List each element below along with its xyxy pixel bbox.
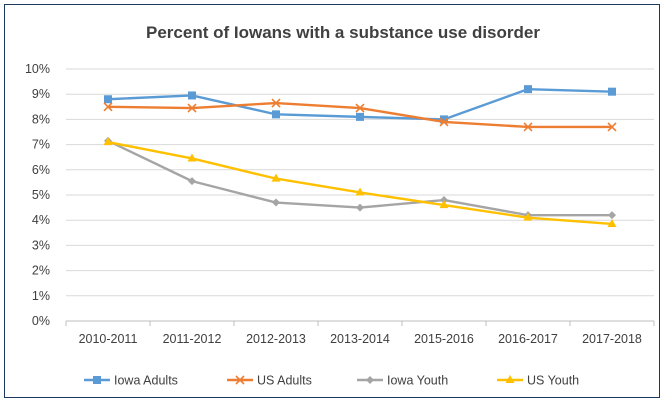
- point-marker: [608, 87, 616, 96]
- point-marker: [188, 91, 196, 100]
- point-marker: [272, 110, 280, 119]
- x-tick-label: 2012-2013: [246, 332, 306, 346]
- point-marker: [104, 95, 112, 104]
- point-marker: [271, 98, 281, 108]
- series-iowa-youth: [104, 136, 616, 220]
- y-axis: 0% 1% 2% 3% 4% 5% 6% 7% 8% 9% 10%: [25, 62, 50, 328]
- y-tick-label: 5%: [32, 188, 50, 202]
- y-tick-label: 10%: [25, 62, 50, 76]
- point-marker: [505, 375, 515, 383]
- point-marker: [355, 103, 365, 113]
- point-marker: [439, 117, 449, 127]
- point-marker: [355, 187, 365, 196]
- legend-label: US Adults: [257, 374, 312, 388]
- series-us-adults: [103, 98, 617, 132]
- point-marker: [608, 211, 616, 220]
- legend-label: Iowa Adults: [114, 374, 178, 388]
- x-axis: 2010-2011 2011-2012 2012-2013 2013-2014 2015…: [65, 320, 655, 346]
- x-tick-label: 2016-2017: [498, 332, 558, 346]
- legend-label: US Youth: [527, 374, 579, 388]
- x-tick-label: 2013-2014: [330, 332, 390, 346]
- point-marker: [187, 103, 197, 113]
- y-tick-label: 0%: [32, 314, 50, 328]
- chart-title: Percent of Iowans with a substance use d…: [146, 23, 540, 42]
- y-tick-label: 1%: [32, 289, 50, 303]
- point-marker: [440, 115, 448, 124]
- x-tick-label: 2015-2016: [414, 332, 474, 346]
- legend-item: Iowa Youth: [357, 374, 448, 388]
- y-tick-label: 3%: [32, 238, 50, 252]
- point-marker: [607, 122, 617, 132]
- y-tick-label: 7%: [32, 138, 50, 152]
- point-marker: [187, 153, 197, 162]
- point-marker: [188, 177, 196, 186]
- point-marker: [271, 173, 281, 182]
- series-line: [107, 140, 613, 226]
- legend: Iowa Adults US Adults Iowa Youth US Youth: [84, 374, 579, 388]
- x-tick-label: 2010-2011: [79, 332, 138, 346]
- point-marker: [524, 85, 532, 94]
- series-us-youth: [103, 137, 617, 227]
- point-marker: [235, 375, 245, 385]
- point-marker: [356, 203, 364, 212]
- point-marker: [440, 196, 448, 205]
- point-marker: [103, 137, 113, 146]
- y-tick-label: 8%: [32, 112, 50, 126]
- legend-item: Iowa Adults: [84, 374, 178, 388]
- point-marker: [272, 198, 280, 207]
- point-marker: [607, 218, 617, 227]
- x-tick-label: 2011-2012: [163, 332, 222, 346]
- y-tick-label: 2%: [32, 264, 50, 278]
- y-tick-label: 4%: [32, 213, 50, 227]
- chart-frame: [4, 4, 660, 398]
- point-marker: [366, 376, 374, 384]
- point-marker: [523, 212, 533, 221]
- y-tick-label: 6%: [32, 163, 50, 177]
- point-marker: [103, 102, 113, 112]
- point-marker: [356, 112, 364, 121]
- series-iowa-adults: [104, 85, 616, 124]
- series-group: [103, 85, 617, 227]
- x-tick-label: 2017-2018: [582, 332, 642, 346]
- y-tick-label: 9%: [32, 87, 50, 101]
- legend-label: Iowa Youth: [387, 374, 448, 388]
- legend-item: US Youth: [497, 374, 579, 388]
- legend-item: US Adults: [227, 374, 312, 388]
- point-marker: [93, 376, 101, 384]
- gridlines: [66, 68, 654, 297]
- point-marker: [439, 200, 449, 209]
- point-marker: [523, 122, 533, 132]
